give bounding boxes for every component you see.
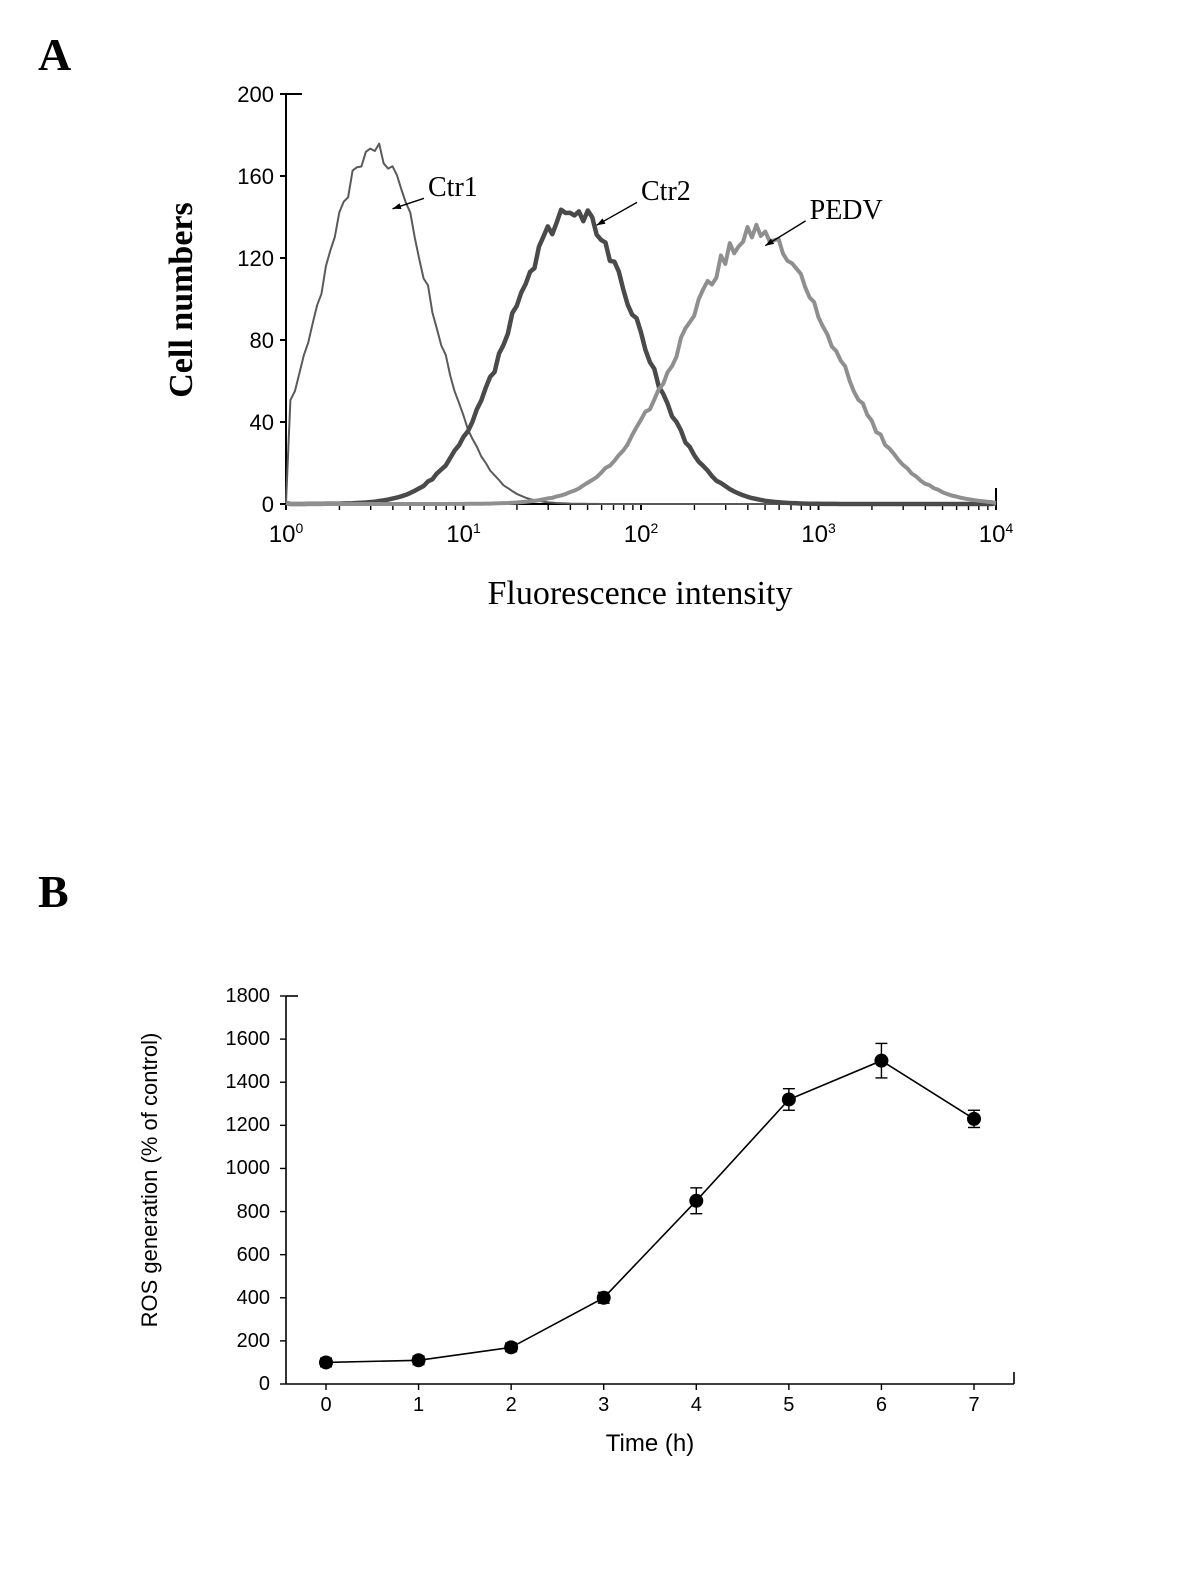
- panel-a-x-axis-label: Fluorescence intensity: [280, 575, 1000, 613]
- panel-b-ytick: 400: [210, 1287, 270, 1310]
- histogram-Ctr2: [286, 210, 996, 504]
- ros-point: [597, 1291, 611, 1305]
- panel-b-xtick: 2: [506, 1394, 517, 1417]
- ros-line: [326, 1061, 974, 1363]
- panel-b-svg: [280, 990, 1020, 1390]
- panel-a-xtick: 100: [269, 520, 304, 549]
- ros-point: [967, 1112, 981, 1126]
- panel-b-xtick: 4: [691, 1394, 702, 1417]
- histogram-PEDV: [286, 225, 996, 504]
- panel-a-ytick: 0: [224, 492, 274, 518]
- panel-a-annotation: Ctr1: [428, 172, 478, 204]
- panel-a-svg: [280, 90, 1000, 510]
- panel-b-ytick: 1000: [210, 1157, 270, 1180]
- panel-b-xtick: 1: [413, 1394, 424, 1417]
- ros-point: [504, 1340, 518, 1354]
- panel-b-ytick: 1400: [210, 1071, 270, 1094]
- panel-b-xtick: 7: [968, 1394, 979, 1417]
- panel-a-annotation: Ctr2: [641, 176, 691, 208]
- panel-a-xtick: 104: [979, 520, 1014, 549]
- panel-a-xtick: 103: [801, 520, 836, 549]
- panel-b-xtick: 5: [783, 1394, 794, 1417]
- panel-a-xtick: 101: [446, 520, 481, 549]
- ros-point: [782, 1092, 796, 1106]
- panel-a-ytick: 160: [224, 164, 274, 190]
- ros-point: [319, 1355, 333, 1369]
- panel-a-label: A: [38, 28, 71, 81]
- panel-b-xtick: 3: [598, 1394, 609, 1417]
- panel-a-annotation: PEDV: [810, 195, 883, 227]
- panel-b-y-axis-label: ROS generation (% of control): [137, 1033, 163, 1328]
- ros-point: [874, 1054, 888, 1068]
- panel-b-xtick: 6: [876, 1394, 887, 1417]
- panel-a-xtick: 102: [624, 520, 659, 549]
- panel-b: ROS generation (% of control) Time (h) 0…: [120, 960, 1080, 1480]
- panel-b-xtick: 0: [320, 1394, 331, 1417]
- panel-b-plot-area: [280, 990, 1020, 1390]
- figure-page: A Cell numbers Fluorescence intensity 0 4…: [0, 0, 1200, 1587]
- panel-a-ytick: 80: [224, 328, 274, 354]
- ros-point: [689, 1194, 703, 1208]
- panel-a-ytick: 40: [224, 410, 274, 436]
- panel-b-ytick: 600: [210, 1244, 270, 1267]
- panel-a-y-axis-label: Cell numbers: [163, 202, 201, 398]
- panel-b-ytick: 0: [210, 1373, 270, 1396]
- panel-b-label: B: [38, 865, 69, 918]
- panel-b-ytick: 1600: [210, 1028, 270, 1051]
- panel-a-plot-area: [280, 90, 1000, 510]
- panel-b-ytick: 1800: [210, 985, 270, 1008]
- panel-a-ytick: 200: [224, 82, 274, 108]
- panel-b-ytick: 200: [210, 1330, 270, 1353]
- panel-b-ytick: 1200: [210, 1114, 270, 1137]
- panel-b-ytick: 800: [210, 1201, 270, 1224]
- panel-a-ytick: 120: [224, 246, 274, 272]
- panel-a: Cell numbers Fluorescence intensity 0 40 8…: [160, 70, 1040, 650]
- ros-point: [412, 1353, 426, 1367]
- panel-b-x-axis-label: Time (h): [280, 1430, 1020, 1458]
